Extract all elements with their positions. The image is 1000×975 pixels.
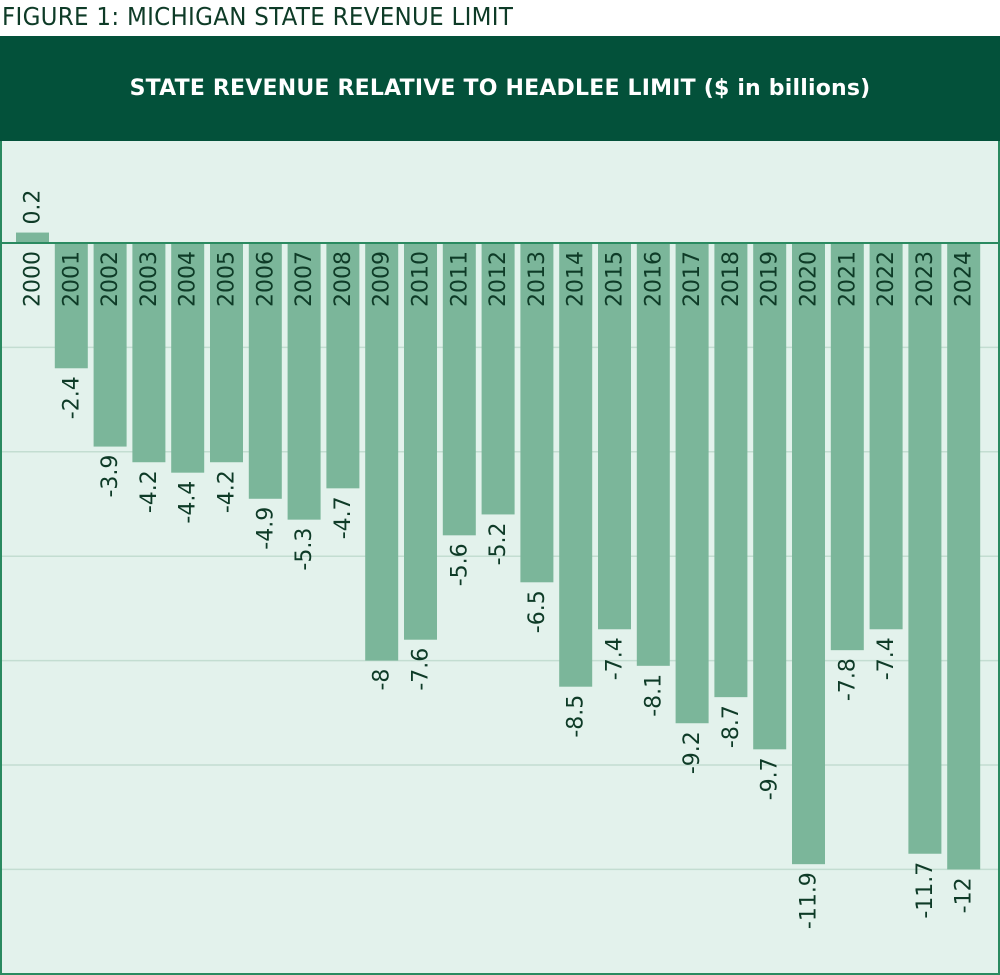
data-label: -7.6: [409, 648, 434, 691]
bar-2024: [947, 243, 981, 870]
category-label: 2011: [447, 251, 472, 307]
data-label: -11.7: [913, 862, 938, 919]
bar-2018: [714, 243, 748, 698]
chart-title-banner: STATE REVENUE RELATIVE TO HEADLEE LIMIT …: [0, 36, 1000, 141]
data-label: -9.2: [680, 731, 705, 774]
chart-title: STATE REVENUE RELATIVE TO HEADLEE LIMIT …: [129, 76, 871, 101]
category-label: 2006: [253, 251, 278, 307]
category-label: 2022: [874, 251, 899, 307]
bar-2020: [792, 243, 825, 865]
category-label: 2020: [797, 251, 822, 307]
bar-2023: [908, 243, 942, 854]
data-label: -8.7: [719, 705, 744, 748]
data-label: -4.7: [331, 496, 356, 539]
category-label: 2000: [21, 251, 46, 307]
data-label: -11.9: [797, 872, 822, 929]
data-label: -6.5: [525, 590, 550, 633]
category-label: 2018: [719, 251, 744, 307]
bar-2019: [753, 243, 787, 750]
category-label: 2001: [59, 251, 84, 307]
bar-2011: [442, 243, 476, 536]
data-label: -12: [952, 877, 977, 913]
category-label: 2012: [486, 251, 511, 307]
data-label: -4.4: [176, 481, 201, 524]
category-label: 2019: [758, 251, 783, 307]
bar-2010: [404, 243, 437, 640]
data-label: -8.5: [564, 695, 589, 738]
category-label: 2002: [98, 251, 123, 307]
data-label: -5.2: [486, 522, 511, 565]
bar-2017: [675, 243, 709, 724]
bar-2006: [248, 243, 282, 499]
category-label: 2014: [564, 251, 589, 307]
data-label: 0.2: [21, 190, 46, 225]
category-label: 2021: [835, 251, 860, 307]
bar-2013: [520, 243, 554, 583]
bar-2003: [132, 243, 166, 463]
category-label: 2005: [215, 251, 240, 307]
data-label: -2.4: [59, 376, 84, 419]
data-label: -4.9: [253, 507, 278, 550]
bar-2015: [598, 243, 631, 630]
bar-2021: [830, 243, 864, 651]
data-label: -8.1: [641, 674, 666, 717]
bar-2001: [54, 243, 88, 369]
category-label: 2008: [331, 251, 356, 307]
data-label: -4.2: [215, 470, 240, 513]
category-label: 2007: [292, 251, 317, 307]
bar-2009: [365, 243, 399, 661]
category-label: 2013: [525, 251, 550, 307]
bar-2002: [93, 243, 127, 447]
data-label: -5.3: [292, 528, 317, 571]
bar-2005: [210, 243, 243, 463]
bar-2000: [16, 232, 49, 243]
bar-2008: [326, 243, 360, 489]
category-label: 2010: [409, 251, 434, 307]
category-label: 2004: [176, 251, 201, 307]
data-label: -5.6: [447, 543, 472, 586]
bar-2016: [636, 243, 670, 666]
figure-title: FIGURE 1: MICHIGAN STATE REVENUE LIMIT: [2, 2, 514, 31]
data-label: -9.7: [758, 757, 783, 800]
category-label: 2023: [913, 251, 938, 307]
data-label: -8: [370, 669, 395, 691]
data-label: -4.2: [137, 470, 162, 513]
bar-2014: [559, 243, 593, 687]
data-label: -7.4: [874, 637, 899, 680]
category-label: 2015: [603, 251, 628, 307]
category-label: 2009: [370, 251, 395, 307]
bar-2004: [171, 243, 205, 473]
bar-2012: [481, 243, 515, 515]
category-label: 2017: [680, 251, 705, 307]
category-label: 2003: [137, 251, 162, 307]
category-label: 2016: [641, 251, 666, 307]
category-label: 2024: [952, 251, 977, 307]
bar-2022: [869, 243, 903, 630]
data-label: -7.4: [603, 637, 628, 680]
data-label: -3.9: [98, 455, 123, 498]
data-label: -7.8: [835, 658, 860, 701]
bar-2007: [287, 243, 321, 520]
